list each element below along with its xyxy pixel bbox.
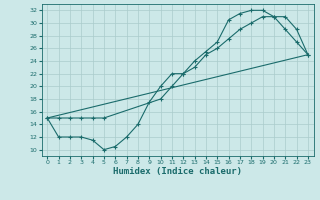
- X-axis label: Humidex (Indice chaleur): Humidex (Indice chaleur): [113, 167, 242, 176]
